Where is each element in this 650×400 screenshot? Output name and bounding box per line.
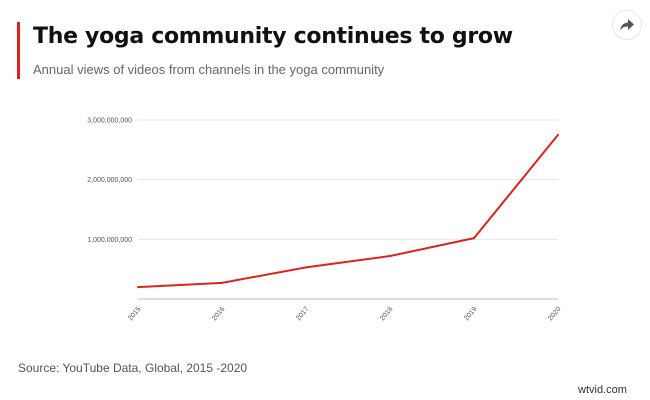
x-tick-label: 2016 [211, 306, 226, 323]
watermark: wtvid.com [578, 384, 627, 396]
data-point [389, 255, 391, 258]
x-tick-label: 2019 [463, 306, 478, 323]
data-point [557, 133, 559, 136]
chart-title: The yoga community continues to grow [33, 24, 513, 49]
data-point [137, 286, 139, 289]
y-tick-label: 3,000,000,000 [87, 118, 132, 125]
y-tick-label: 1,000,000,000 [87, 237, 132, 244]
share-button[interactable] [612, 10, 642, 40]
x-tick-label: 2018 [379, 306, 394, 323]
data-point [221, 281, 223, 284]
data-point [305, 266, 307, 269]
x-tick-label: 2017 [295, 306, 310, 323]
source-note: Source: YouTube Data, Global, 2015 -2020 [18, 361, 248, 375]
data-point [473, 237, 475, 240]
x-tick-label: 2015 [127, 306, 142, 323]
series-line [137, 134, 559, 289]
x-tick-label: 2020 [547, 306, 562, 323]
title-accent-bar [17, 22, 20, 79]
y-tick-label: 2,000,000,000 [87, 177, 132, 184]
chart-subtitle: Annual views of videos from channels in … [33, 62, 385, 77]
share-arrow-icon [620, 19, 634, 31]
